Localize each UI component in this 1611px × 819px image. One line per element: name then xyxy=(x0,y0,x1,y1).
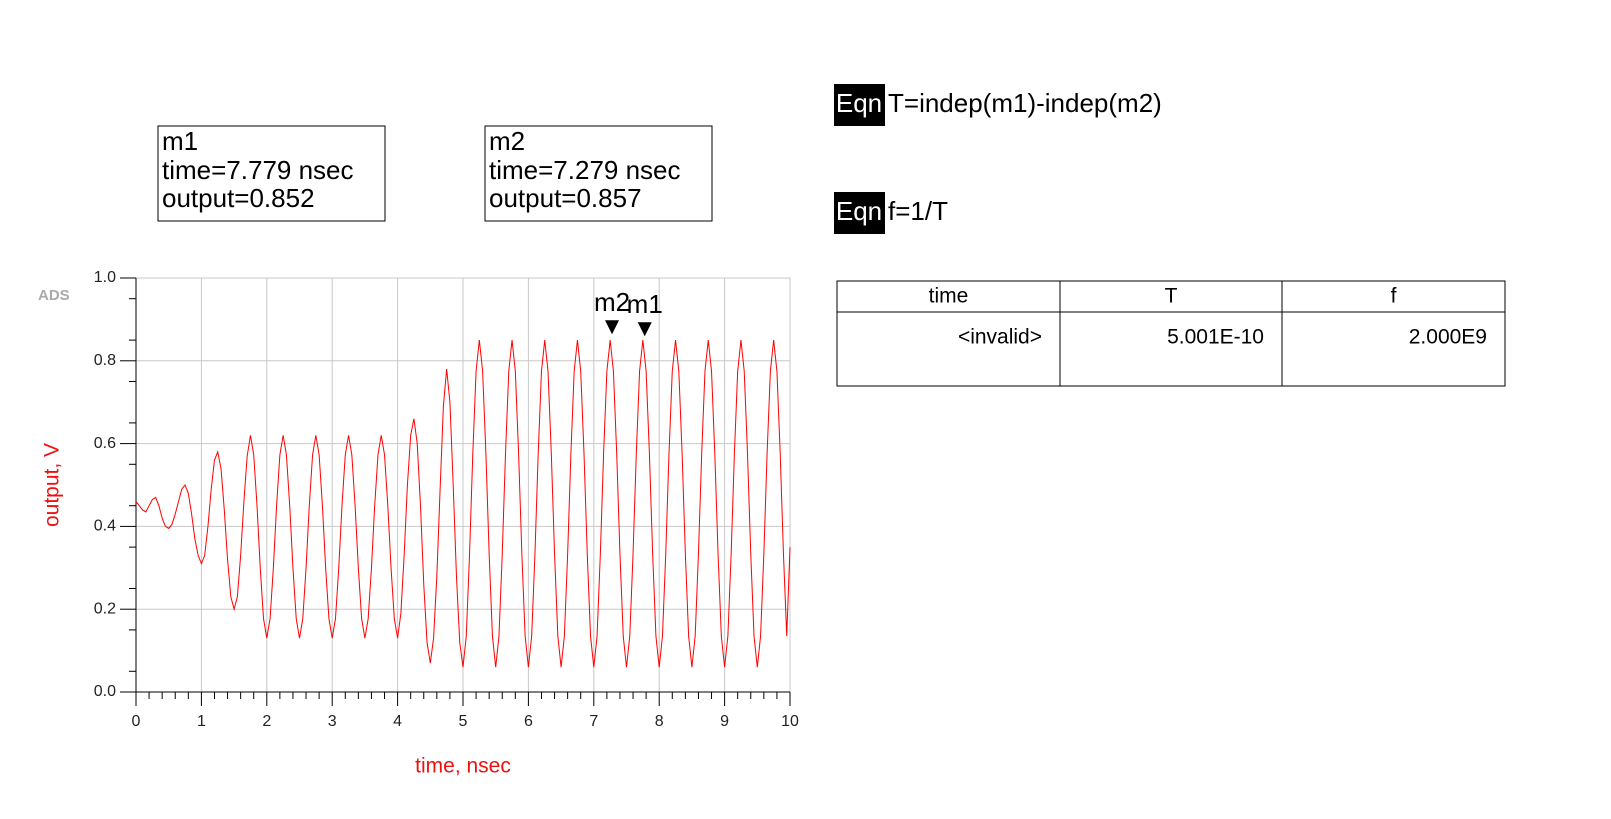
marker-name: m1 xyxy=(627,289,663,319)
y-tick-label: 0.0 xyxy=(94,683,116,700)
eqn-text: T=indep(m1)-indep(m2) xyxy=(888,88,1162,118)
table-cell: <invalid> xyxy=(958,326,1042,349)
y-tick-label: 0.6 xyxy=(94,435,116,452)
marker-box xyxy=(484,125,713,222)
x-tick-label: 3 xyxy=(328,713,337,730)
data-line xyxy=(135,340,791,668)
eqn-tag: Eqn xyxy=(836,88,882,118)
y-tick-label: 1.0 xyxy=(94,269,116,286)
eqn-text: f=1/T xyxy=(888,196,948,226)
x-tick-label: 5 xyxy=(459,713,468,730)
table-cell: 2.000E9 xyxy=(1409,326,1487,349)
watermark: ADS xyxy=(38,287,70,304)
y-tick-label: 0.8 xyxy=(94,352,116,369)
marker-triangle xyxy=(605,320,620,335)
y-axis-label: output, V xyxy=(41,443,64,527)
marker-triangle xyxy=(637,322,652,337)
table-header: f xyxy=(1391,285,1397,308)
marker-box-name: m2 xyxy=(489,126,525,156)
table-header: T xyxy=(1165,285,1178,308)
eqn-tag-box xyxy=(834,84,885,126)
y-tick-label: 0.2 xyxy=(94,600,116,617)
y-tick-label: 0.4 xyxy=(94,518,116,535)
eqn-tag: Eqn xyxy=(836,196,882,226)
marker-box-y: output=0.852 xyxy=(162,183,315,213)
x-tick-label: 10 xyxy=(781,713,799,730)
marker-box-y: output=0.857 xyxy=(489,183,642,213)
marker-box-x: time=7.779 nsec xyxy=(162,155,354,185)
x-tick-label: 1 xyxy=(197,713,206,730)
x-tick-label: 8 xyxy=(655,713,664,730)
x-tick-label: 6 xyxy=(524,713,533,730)
table-header: time xyxy=(929,285,969,308)
x-tick-label: 9 xyxy=(720,713,729,730)
marker-name: m2 xyxy=(594,287,630,317)
table-cell: 5.001E-10 xyxy=(1167,326,1264,349)
marker-box xyxy=(157,125,386,222)
eqn-tag-box xyxy=(834,192,885,234)
table-border xyxy=(836,280,1506,387)
x-tick-label: 0 xyxy=(132,713,141,730)
x-tick-label: 7 xyxy=(589,713,598,730)
x-tick-label: 2 xyxy=(262,713,271,730)
marker-box-name: m1 xyxy=(162,126,198,156)
x-axis-label: time, nsec xyxy=(415,755,511,778)
marker-box-x: time=7.279 nsec xyxy=(489,155,681,185)
x-tick-label: 4 xyxy=(393,713,402,730)
